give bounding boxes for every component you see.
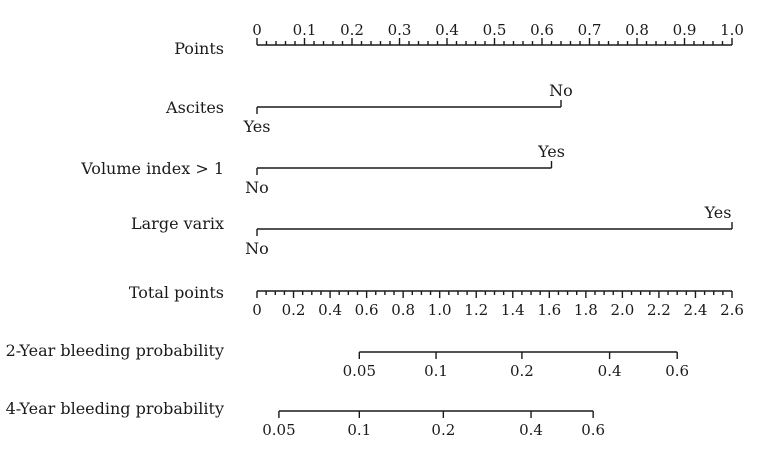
total-tick-label: 1.8: [574, 301, 598, 319]
probability-tick-label: 0.05: [343, 362, 376, 380]
total-tick-label: 0.6: [355, 301, 379, 319]
probability-tick-label: 0.1: [347, 421, 371, 439]
total-points-row-label: Total points: [129, 283, 224, 302]
probability-tick-label: 0.6: [581, 421, 605, 439]
total-tick-label: 1.0: [428, 301, 452, 319]
predictor-level-label: No: [549, 81, 573, 100]
total-tick-label: 0.2: [282, 301, 306, 319]
points-tick-label: 0.9: [673, 21, 697, 39]
probability-tick-label: 0.4: [519, 421, 543, 439]
points-tick-label: 0.4: [435, 21, 459, 39]
points-tick-label: 1.0: [720, 21, 744, 39]
ascites-row-label: Ascites: [165, 98, 224, 117]
total-tick-label: 1.6: [537, 301, 561, 319]
volume-index-scale: No Yes: [245, 142, 565, 197]
probability-tick-label: 0.6: [665, 362, 689, 380]
probability-tick-label: 0.1: [424, 362, 448, 380]
points-tick-label: 0.8: [625, 21, 649, 39]
two-year-probability-scale: 0.05 0.1 0.2 0.4 0.6: [343, 351, 689, 380]
points-tick-label: 0.6: [530, 21, 554, 39]
predictor-level-label: No: [245, 239, 269, 258]
points-tick-label: 0.5: [483, 21, 507, 39]
points-axis: 0 0.1 0.2 0.3 0.4 0.5 0.6 0.7 0.8 0.9 1.0: [252, 21, 744, 46]
probability-tick-label: 0.4: [598, 362, 622, 380]
large-varix-row-label: Large varix: [131, 214, 224, 233]
large-varix-scale: No Yes: [245, 203, 733, 258]
volume-index-row-label: Volume index > 1: [80, 159, 224, 178]
total-tick-label: 0.4: [318, 301, 342, 319]
points-tick-label: 0.2: [340, 21, 364, 39]
probability-tick-label: 0.2: [510, 362, 534, 380]
points-tick-label: 0: [252, 21, 262, 39]
predictor-level-label: Yes: [243, 117, 271, 136]
ascites-scale: Yes No: [243, 81, 573, 136]
four-year-probability-scale: 0.05 0.1 0.2 0.4 0.6: [262, 410, 605, 439]
probability-tick-label: 0.2: [431, 421, 455, 439]
total-tick-label: 0.8: [391, 301, 415, 319]
points-tick-label: 0.3: [388, 21, 412, 39]
points-row-label: Points: [174, 39, 224, 58]
total-tick-label: 2.2: [647, 301, 671, 319]
two-year-probability-row-label: 2-Year bleeding probability: [6, 341, 224, 360]
total-tick-label: 0: [252, 301, 262, 319]
points-tick-label: 0.7: [578, 21, 602, 39]
four-year-probability-row-label: 4-Year bleeding probability: [6, 399, 224, 418]
probability-tick-label: 0.05: [262, 421, 295, 439]
total-tick-label: 2.4: [684, 301, 708, 319]
total-points-axis: 0 0.2 0.4 0.6 0.8 1.0 1.2 1.4 1.6 1.8 2.0 2.2 2.4 2.6: [252, 290, 744, 319]
total-tick-label: 2.6: [720, 301, 744, 319]
predictor-level-label: Yes: [704, 203, 732, 222]
predictor-level-label: No: [245, 178, 269, 197]
total-tick-label: 2.0: [610, 301, 634, 319]
total-tick-label: 1.4: [501, 301, 525, 319]
total-tick-label: 1.2: [464, 301, 488, 319]
predictor-level-label: Yes: [537, 142, 565, 161]
points-tick-label: 0.1: [293, 21, 317, 39]
